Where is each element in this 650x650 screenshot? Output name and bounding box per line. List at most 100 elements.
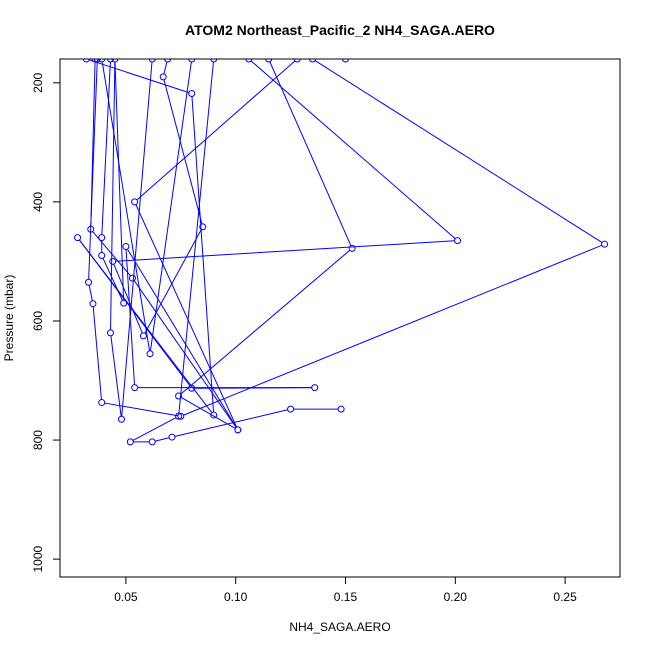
y-tick-label: 600 <box>31 311 45 331</box>
data-point <box>309 59 317 63</box>
x-tick-label: 0.25 <box>553 590 577 604</box>
axis-ticks: 0.05 0.10 0.15 0.20 0.25 200 400 600 800 1000 <box>31 72 577 604</box>
data-point <box>128 274 136 282</box>
data-point <box>265 59 273 63</box>
data-point <box>98 59 106 63</box>
x-tick-label: 0.05 <box>114 590 138 604</box>
series-segment <box>110 335 122 417</box>
data-point <box>601 240 609 248</box>
series-group <box>74 59 609 446</box>
data-point <box>107 59 115 63</box>
series-segment <box>269 61 352 246</box>
y-tick-label: 200 <box>31 72 45 92</box>
series-segment <box>132 417 177 441</box>
x-axis-label: NH4_SAGA.AERO <box>289 620 390 634</box>
data-point <box>98 234 106 242</box>
series-segment <box>314 60 603 243</box>
series-segment <box>178 61 214 414</box>
data-point <box>146 350 154 358</box>
x-tick-label: 0.20 <box>444 590 468 604</box>
data-point <box>293 59 301 63</box>
series-segment <box>104 402 178 417</box>
data-point <box>337 405 345 413</box>
data-point <box>453 237 461 245</box>
data-point <box>117 415 125 423</box>
series-segment <box>101 61 111 235</box>
y-tick-label: 1000 <box>31 545 45 572</box>
series-segment <box>194 387 312 389</box>
data-point <box>168 433 176 441</box>
series-segment <box>88 61 98 280</box>
plot-area <box>74 59 609 446</box>
series-segment <box>174 409 288 437</box>
data-point <box>85 278 93 286</box>
series-segment <box>133 280 237 428</box>
data-point <box>91 59 99 63</box>
data-point <box>210 411 218 419</box>
data-point <box>93 59 101 63</box>
data-point <box>148 438 156 446</box>
series-segment <box>102 257 123 301</box>
data-point <box>234 426 242 434</box>
series-segment <box>191 96 215 413</box>
data-point <box>109 257 117 265</box>
data-point <box>89 300 97 308</box>
series-segment <box>144 229 202 334</box>
y-tick-label: 800 <box>31 430 45 450</box>
series-segment <box>163 79 203 225</box>
data-point <box>311 384 319 392</box>
data-point <box>188 59 196 63</box>
data-point <box>175 392 183 400</box>
data-point <box>131 198 139 206</box>
plot-frame <box>59 58 621 578</box>
data-point <box>107 329 115 337</box>
series-segment <box>92 306 102 400</box>
data-point <box>341 59 349 63</box>
series-segment <box>183 244 603 416</box>
series-segment <box>127 248 237 428</box>
series-segment <box>180 249 351 395</box>
data-point <box>159 73 167 81</box>
series-segment <box>110 61 116 330</box>
data-point <box>98 399 106 407</box>
data-point <box>177 412 185 420</box>
data-point <box>188 90 196 98</box>
y-axis-label: Pressure (mbar) <box>2 275 16 362</box>
series-segment <box>121 61 153 417</box>
series-segment <box>155 437 170 442</box>
chart-title: ATOM2 Northeast_Pacific_2 NH4_SAGA.AERO <box>185 22 495 38</box>
series-segment <box>180 397 236 429</box>
series-segment <box>136 60 296 201</box>
data-point <box>287 405 295 413</box>
data-point <box>210 59 218 63</box>
series-segment <box>114 61 125 301</box>
x-tick-label: 0.10 <box>224 590 248 604</box>
series-segment <box>135 204 238 428</box>
data-point <box>164 59 172 63</box>
series-segment <box>113 264 143 334</box>
data-point <box>139 332 147 340</box>
data-point <box>348 244 356 252</box>
data-point <box>245 59 253 63</box>
series-segment <box>149 61 192 351</box>
data-point <box>122 243 130 251</box>
data-point <box>111 59 119 63</box>
data-point <box>175 412 183 420</box>
series-segment <box>115 240 455 262</box>
data-point <box>74 234 82 242</box>
data-point <box>82 59 90 63</box>
series-segment <box>89 59 190 94</box>
y-tick-label: 400 <box>31 192 45 212</box>
series-segment <box>163 61 168 75</box>
data-point <box>126 438 134 446</box>
data-point <box>98 251 106 259</box>
series-segment <box>88 285 93 301</box>
series-segment <box>250 60 456 240</box>
series-segment <box>101 61 151 351</box>
x-tick-label: 0.15 <box>334 590 358 604</box>
data-point <box>148 59 156 63</box>
data-point <box>120 299 128 307</box>
data-point <box>199 223 207 231</box>
